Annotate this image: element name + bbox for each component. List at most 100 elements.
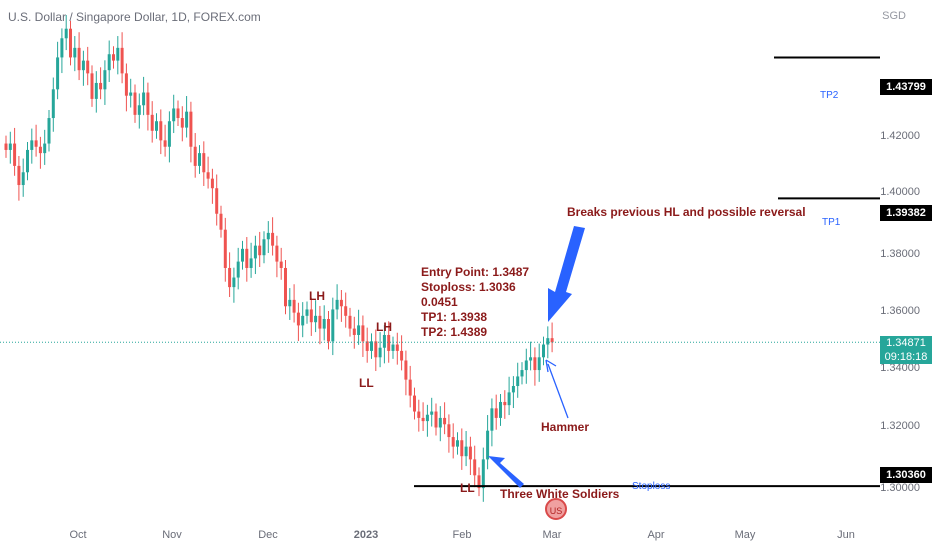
candle-body bbox=[309, 309, 313, 323]
y-tick: 1.40000 bbox=[880, 186, 920, 198]
ll-label: LL bbox=[460, 481, 475, 495]
candle-body bbox=[249, 258, 253, 268]
candle-body bbox=[17, 165, 21, 186]
candle-body bbox=[481, 459, 485, 489]
candle-body bbox=[8, 143, 12, 150]
candle-body bbox=[331, 309, 335, 342]
candle-body bbox=[503, 401, 507, 406]
candle-body bbox=[43, 143, 47, 154]
candle-body bbox=[167, 121, 171, 147]
candle-body bbox=[542, 344, 545, 358]
candle-body bbox=[404, 360, 408, 380]
candle-body bbox=[266, 232, 270, 240]
entry-line: Stoploss: 1.3036 bbox=[421, 280, 516, 294]
x-tick: Mar bbox=[542, 529, 562, 541]
current-price: 1.34871 bbox=[886, 337, 926, 349]
entry-line: 0.0451 bbox=[421, 295, 458, 309]
candle-body bbox=[443, 417, 447, 425]
candle-body bbox=[30, 140, 34, 150]
candle-body bbox=[112, 54, 115, 61]
candle-body bbox=[215, 188, 219, 214]
candle-body bbox=[223, 229, 227, 268]
candle-body bbox=[279, 261, 283, 268]
candle-body bbox=[99, 82, 103, 90]
y-tick: 1.42000 bbox=[880, 130, 920, 142]
candle-body bbox=[486, 430, 490, 460]
candle-body bbox=[507, 392, 511, 406]
candle-body bbox=[413, 395, 416, 412]
candle-body bbox=[292, 299, 296, 313]
candle-body bbox=[137, 105, 141, 115]
candle-body bbox=[198, 153, 201, 166]
candle-body bbox=[464, 446, 468, 457]
candle-body bbox=[150, 114, 154, 131]
y-tick: 1.36000 bbox=[880, 305, 920, 317]
candle-body bbox=[163, 140, 167, 147]
candle-body bbox=[529, 357, 533, 361]
candle-body bbox=[520, 370, 524, 377]
breaks-arrow bbox=[548, 226, 585, 322]
candle-body bbox=[335, 299, 339, 310]
y-tick: 1.30000 bbox=[880, 482, 920, 494]
candle-body bbox=[546, 338, 550, 345]
candle-body bbox=[499, 401, 502, 418]
candle-body bbox=[417, 411, 421, 418]
candle-body bbox=[421, 417, 425, 422]
candle-body bbox=[451, 437, 455, 447]
hammer-annotation: Hammer bbox=[541, 420, 590, 434]
x-tick: Nov bbox=[162, 529, 182, 541]
candle-body bbox=[438, 417, 442, 428]
candle-body bbox=[322, 319, 326, 329]
candle-body bbox=[490, 408, 494, 431]
candle-body bbox=[77, 47, 81, 71]
candle-body bbox=[524, 360, 528, 371]
stoploss-label: Stoploss bbox=[632, 481, 671, 492]
candle-body bbox=[69, 28, 72, 58]
candle-body bbox=[146, 92, 150, 115]
candle-body bbox=[447, 424, 451, 438]
candle-body bbox=[236, 261, 240, 278]
candle-body bbox=[378, 347, 382, 358]
candle-body bbox=[473, 459, 477, 476]
y-tick: 1.32000 bbox=[880, 420, 920, 432]
candle-body bbox=[425, 414, 429, 422]
candle-body bbox=[26, 149, 29, 173]
y-tick: 1.34000 bbox=[880, 362, 920, 374]
candle-body bbox=[348, 315, 352, 329]
x-tick: May bbox=[734, 529, 756, 541]
x-tick: Dec bbox=[258, 529, 278, 541]
candle-body bbox=[189, 111, 193, 147]
candle-body bbox=[387, 334, 391, 351]
candle-body bbox=[210, 178, 214, 189]
candle-body bbox=[344, 306, 348, 316]
event-flag-icon[interactable]: US bbox=[545, 498, 567, 520]
candle-body bbox=[73, 47, 77, 58]
candle-body bbox=[374, 341, 378, 358]
candle-body bbox=[60, 38, 64, 58]
candle-body bbox=[90, 73, 94, 99]
candle-body bbox=[107, 54, 111, 71]
candle-body bbox=[142, 92, 146, 106]
candle-body bbox=[94, 82, 98, 99]
candle-body bbox=[533, 357, 537, 371]
candle-body bbox=[185, 111, 189, 128]
candle-body bbox=[245, 248, 249, 268]
candle-body bbox=[314, 315, 318, 323]
candle-body bbox=[395, 344, 399, 351]
entry-line: Entry Point: 1.3487 bbox=[421, 265, 530, 279]
candle-body bbox=[456, 440, 459, 447]
candle-body bbox=[468, 446, 472, 460]
entry-note: Entry Point: 1.3487 Stoploss: 1.3036 0.0… bbox=[421, 265, 529, 340]
candle-body bbox=[64, 28, 68, 39]
current-price-tag: 1.34871 09:18:18 bbox=[880, 336, 932, 364]
lh-label: LH bbox=[376, 320, 392, 334]
candle-body bbox=[258, 245, 262, 256]
candle-body bbox=[296, 312, 300, 326]
candle-body bbox=[537, 357, 541, 371]
tp2-label: TP2 bbox=[820, 90, 839, 101]
candle-body bbox=[13, 143, 17, 166]
candle-body bbox=[86, 60, 90, 74]
candle-body bbox=[124, 73, 128, 96]
candle-body bbox=[172, 108, 176, 122]
